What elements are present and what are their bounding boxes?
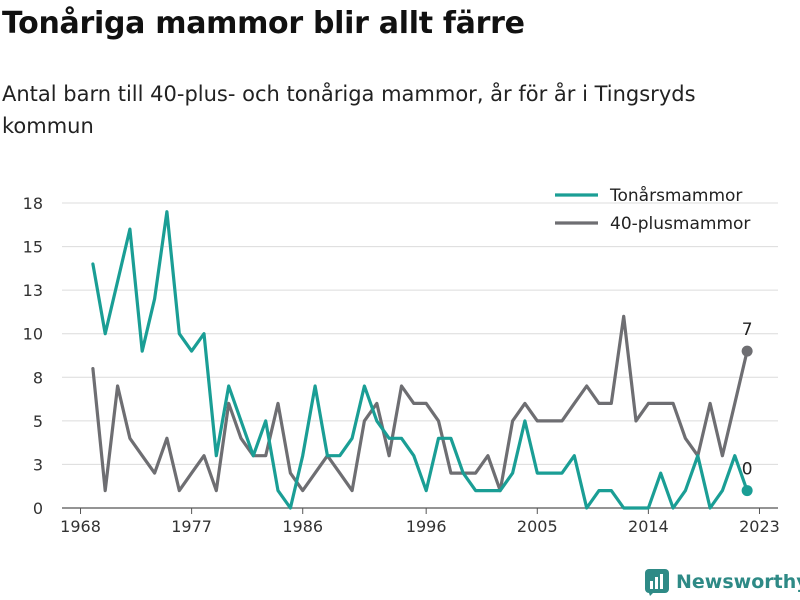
x-tick-label: 1996 [406,517,447,536]
brand-name: Newsworthy [676,571,800,593]
y-tick-label: 13 [23,281,43,300]
end-label-tonarsmammor: 0 [742,460,753,480]
y-tick-label: 5 [33,412,43,431]
y-tick-label: 10 [23,325,43,344]
x-tick-label: 1986 [282,517,323,536]
end-labels: 70 [741,320,753,497]
chart-subtitle: Antal barn till 40-plus- och tonåriga ma… [2,82,696,138]
x-axis: 1968 1977 1986 1996 2005 2014 2023 [60,508,780,536]
y-tick-label: 0 [33,499,43,518]
y-axis: 0 3 5 8 10 13 15 18 [23,194,43,518]
grid-lines [62,202,778,509]
series-line-tonarsmammor [91,210,749,510]
chart-title: Tonåriga mammor blir allt färre [2,6,525,41]
end-point-tonarsmammor [741,485,753,497]
legend: Tonårsmammor 40-plusmammor [555,185,750,234]
y-tick-label: 15 [23,238,43,257]
x-tick-label: 1968 [60,517,101,536]
y-tick-label: 18 [23,194,43,213]
x-tick-label: 2023 [739,517,780,536]
line-chart: 0 3 5 8 10 13 15 18 1968 1977 1986 1996 2005 2014 202… [23,185,780,536]
legend-label: Tonårsmammor [609,185,742,206]
x-tick-label: 2005 [517,517,558,536]
y-tick-label: 3 [33,455,43,474]
legend-label: 40-plusmammor [610,214,750,234]
series-line-fyrtioplusmammor [91,314,749,493]
series-lines [91,210,749,510]
end-label-fyrtioplusmammor: 7 [742,320,753,340]
end-point-fyrtioplusmammor [741,345,753,357]
newsworthy-logo: Newsworthy [644,568,800,596]
y-tick-label: 8 [33,368,43,387]
newsworthy-logo-icon [645,569,669,596]
x-tick-label: 1977 [171,517,212,536]
x-tick-label: 2014 [628,517,669,536]
